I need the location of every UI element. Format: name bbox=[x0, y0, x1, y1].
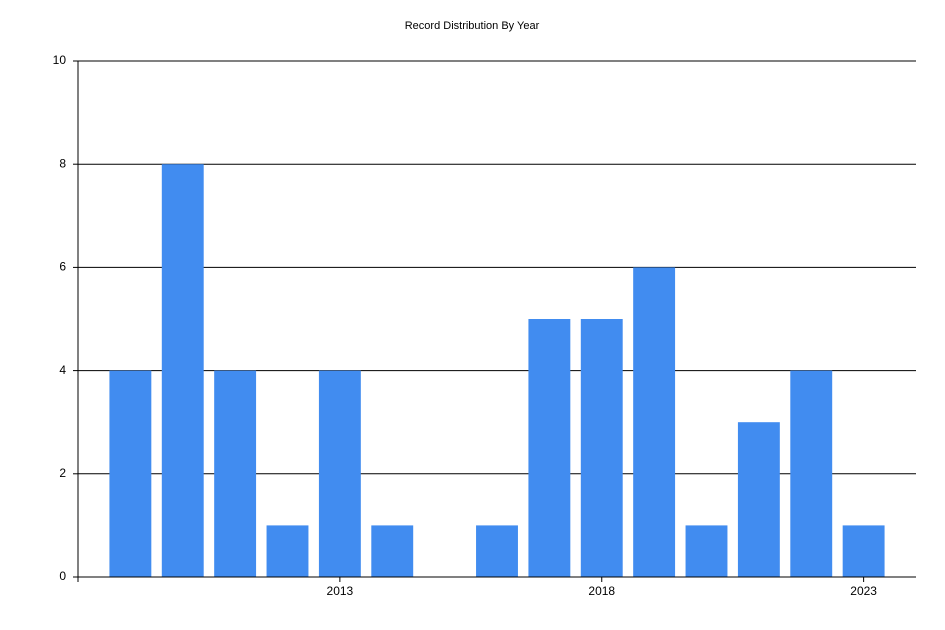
bar bbox=[109, 370, 152, 577]
y-tick-label: 0 bbox=[59, 569, 66, 583]
y-tick-label: 10 bbox=[53, 53, 67, 67]
bar bbox=[685, 525, 728, 577]
bar bbox=[528, 319, 571, 577]
chart-title: Record Distribution By Year bbox=[405, 20, 540, 32]
bar bbox=[580, 319, 623, 577]
bar bbox=[790, 370, 833, 577]
bar bbox=[318, 370, 361, 577]
bar bbox=[214, 370, 257, 577]
bar bbox=[476, 525, 518, 577]
y-tick-label: 6 bbox=[59, 260, 66, 274]
x-tick-label: 2013 bbox=[327, 584, 354, 598]
bar bbox=[161, 164, 204, 577]
x-tick-label: 2018 bbox=[588, 584, 615, 598]
y-tick-label: 4 bbox=[59, 363, 66, 377]
y-tick-label: 2 bbox=[59, 466, 66, 480]
y-tick-label: 8 bbox=[59, 156, 66, 170]
bar bbox=[842, 525, 885, 577]
bar bbox=[266, 525, 309, 577]
x-tick-label: 2023 bbox=[850, 584, 877, 598]
bar bbox=[737, 422, 780, 577]
bar bbox=[633, 267, 676, 577]
bar bbox=[371, 525, 414, 577]
